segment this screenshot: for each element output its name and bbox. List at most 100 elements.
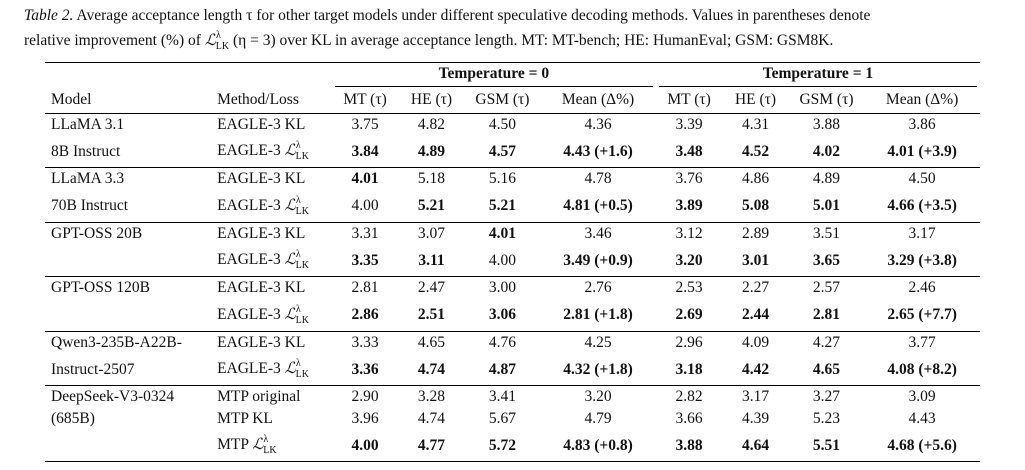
table-row: (685B) MTP KL 3.96 4.74 5.67 4.79 3.66 4.39 5.23… [45, 408, 980, 430]
method-label: EAGLE-3 KL [217, 115, 306, 133]
model-name: GPT-OSS 20B [45, 221, 212, 244]
group-temp-1: Temperature = 1 [655, 62, 980, 87]
value-cell: 4.01 [464, 221, 541, 244]
col-header: HE (τ) [398, 87, 465, 114]
method-label: MTP original [217, 388, 301, 406]
model-name: DeepSeek-V3-0324 [45, 385, 212, 408]
caption-text-1: Average acceptance length τ for other ta… [76, 7, 871, 24]
col-header: GSM (τ) [788, 87, 865, 114]
model-name: GPT-OSS 120B [45, 276, 212, 299]
value-cell: 3.76 [655, 167, 723, 190]
table-row: MTP ℒλLK 4.00 4.77 5.72 4.83 (+0.8) 3.88 4.64 5… [45, 429, 980, 462]
value-cell: 5.51 [788, 429, 865, 462]
value-cell: 2.81 [331, 276, 399, 299]
value-cell: 5.18 [398, 167, 465, 190]
value-cell: 2.44 [741, 306, 770, 323]
value-cell: 4.74 [417, 360, 446, 378]
method-label: EAGLE-3 [217, 360, 285, 377]
method-loss: EAGLE-3 KL [211, 113, 332, 135]
table-row: LLaMA 3.1 EAGLE-3 KL 3.75 4.82 4.50 4.36 3.39 4… [45, 113, 980, 135]
value-cell: 3.20 [540, 385, 656, 408]
model-name: 70B Instruct [51, 197, 129, 214]
table-body: LLaMA 3.1 EAGLE-3 KL 3.75 4.82 4.50 4.36 3.39 4… [45, 113, 980, 462]
value-cell: 3.86 [908, 115, 936, 133]
value-cell: 4.89 [417, 142, 446, 160]
table-row: DeepSeek-V3-0324 MTP original 2.90 3.28 3.41… [45, 385, 980, 408]
value-cell: 3.11 [418, 251, 445, 269]
caption-text-2-pre: relative improvement (%) of [24, 32, 205, 49]
col-header: HE (τ) [722, 87, 789, 114]
method-label: EAGLE-3 [217, 196, 285, 214]
loss-sub: LK [295, 151, 310, 162]
value-cell: 2.69 [675, 306, 703, 323]
table-row: LLaMA 3.3 EAGLE-3 KL 4.01 5.18 5.16 4.78 3.76 4… [45, 167, 980, 190]
value-cell: 4.43 (+1.6) [563, 142, 633, 160]
value-cell: 2.53 [655, 276, 723, 299]
method-loss: EAGLE-3 ℒλLK [211, 244, 332, 277]
value-cell: 2.51 [417, 306, 446, 323]
value-cell: 4.83 (+0.8) [540, 429, 656, 462]
value-cell: 4.09 [722, 330, 789, 353]
loss-symbol: ℒ [284, 195, 296, 214]
value-cell: 2.96 [655, 330, 723, 353]
model-name: Qwen3-235B-A22B- [45, 330, 212, 353]
value-cell: 3.36 [351, 360, 379, 378]
method-loss: EAGLE-3 ℒλLK [211, 190, 332, 223]
loss-sub: LK [295, 369, 310, 380]
value-cell: 5.08 [741, 197, 770, 214]
loss-sub: LK [263, 445, 277, 456]
method-loss: MTP original [211, 385, 332, 408]
method-label: MTP [217, 436, 253, 453]
method-loss: EAGLE-3 KL [211, 221, 332, 244]
method-label: EAGLE-3 KL [217, 170, 306, 188]
value-cell: 5.67 [488, 409, 516, 427]
value-cell: 3.35 [351, 251, 379, 269]
value-cell: 5.01 [812, 197, 841, 214]
value-cell: 3.65 [812, 251, 841, 269]
loss-sub: LK [215, 41, 230, 52]
method-loss: EAGLE-3 KL [211, 276, 332, 299]
results-table: Temperature = 0 Temperature = 1 Model Me… [45, 62, 980, 462]
caption-line-2: relative improvement (%) of ℒλLK (η = 3)… [24, 26, 1009, 57]
value-cell: 3.01 [741, 251, 770, 269]
value-cell: 4.42 [741, 360, 770, 378]
value-cell: 2.82 [655, 385, 723, 408]
value-cell: 4.08 (+8.2) [887, 360, 957, 378]
value-cell: 4.77 [398, 429, 465, 462]
value-cell: 3.18 [675, 360, 703, 378]
loss-sup: λ [295, 249, 301, 260]
col-header-method: Method/Loss [211, 87, 332, 114]
value-cell: 4.00 [488, 251, 516, 269]
value-cell: 3.06 [488, 306, 516, 323]
value-cell: 3.20 [675, 251, 703, 269]
table-row: 8B Instruct EAGLE-3 ℒλLK 3.84 4.89 4.57 4.43 … [45, 135, 980, 168]
value-cell: 2.57 [788, 276, 865, 299]
value-cell: 2.65 (+7.7) [887, 306, 957, 323]
col-header: MT (τ) [655, 87, 723, 114]
loss-symbol: ℒ [204, 31, 216, 49]
value-cell: 4.32 (+1.8) [563, 360, 633, 378]
caption-line-1: Table 2. Average acceptance length τ for… [24, 6, 1009, 26]
value-cell: 4.87 [488, 360, 516, 378]
value-cell: 4.81 (+0.5) [563, 197, 633, 214]
value-cell: 3.49 (+0.9) [563, 251, 633, 269]
loss-sup: λ [215, 30, 221, 41]
method-loss: MTP ℒλLK [211, 429, 332, 462]
value-cell: 3.88 [812, 115, 841, 133]
loss-symbol: ℒ [284, 359, 296, 377]
value-cell: 4.00 [351, 197, 379, 214]
value-cell: 4.43 [908, 409, 936, 427]
col-header-model: Model [45, 87, 212, 114]
model-name [45, 299, 211, 332]
value-cell: 3.51 [788, 221, 865, 244]
value-cell: 4.52 [741, 142, 770, 160]
table-row: GPT-OSS 120B EAGLE-3 KL 2.81 2.47 3.00 2.76 2.… [45, 276, 980, 299]
value-cell: 4.36 [584, 115, 612, 133]
value-cell: 2.81 (+1.8) [563, 306, 633, 323]
value-cell: 4.31 [741, 115, 770, 133]
loss-sub: LK [295, 260, 310, 271]
group-header-row: Temperature = 0 Temperature = 1 [45, 62, 980, 87]
value-cell: 2.81 [812, 306, 841, 323]
value-cell: 5.16 [464, 167, 541, 190]
value-cell: 3.33 [331, 330, 399, 353]
